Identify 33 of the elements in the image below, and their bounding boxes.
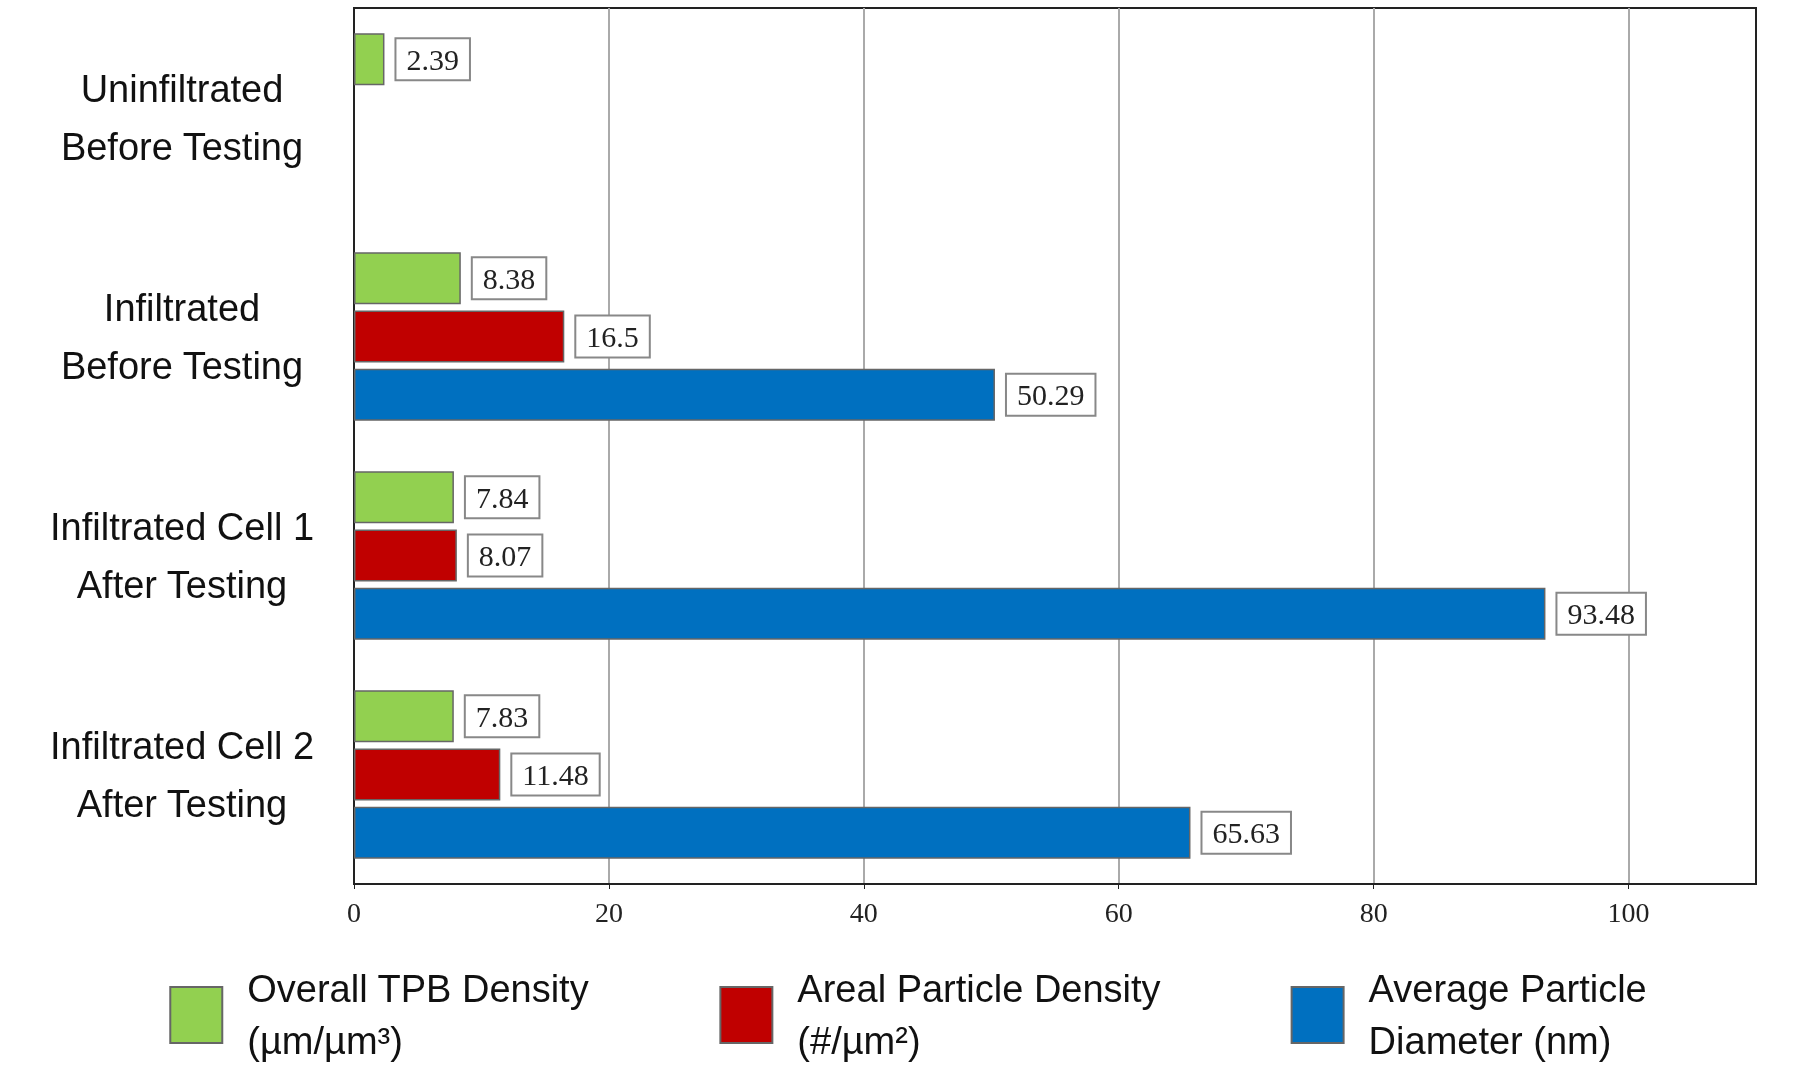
bar <box>354 690 454 743</box>
x-tick-label: 40 <box>849 896 878 928</box>
legend-label: Areal Particle Density (#/µm²) <box>797 968 1161 1062</box>
data-label: 7.83 <box>475 699 529 733</box>
bar <box>354 587 1546 640</box>
data-label: 16.5 <box>586 320 639 353</box>
data-label: 8.07 <box>478 539 532 572</box>
y-tick-label: Infiltrated Before Testing <box>60 286 304 387</box>
data-label: 2.39 <box>406 42 459 76</box>
bar <box>354 471 454 524</box>
bar <box>354 33 385 86</box>
data-label: 50.29 <box>1016 378 1085 412</box>
data-label: 11.48 <box>522 758 589 791</box>
bar <box>354 529 457 582</box>
bar <box>354 310 565 363</box>
legend-label: Average Particle Diameter (nm) <box>1368 968 1647 1062</box>
y-tick-label: Infiltrated Cell 2 After Testing <box>49 724 315 825</box>
bar <box>354 748 501 801</box>
x-tick-label: 60 <box>1104 896 1133 928</box>
bar <box>354 806 1191 859</box>
bar <box>354 252 461 305</box>
bar <box>354 368 995 421</box>
x-tick-label: 100 <box>1607 896 1650 928</box>
y-tick-label: Uninfiltrated Before Testing <box>60 67 304 168</box>
data-label: 65.63 <box>1212 816 1280 850</box>
x-tick-label: 20 <box>594 896 623 928</box>
legend-label: Overall TPB Density (µm/µm³) <box>247 968 589 1062</box>
x-tick-label: 0 <box>347 896 361 928</box>
y-tick-label: Infiltrated Cell 1 After Testing <box>49 505 315 606</box>
x-tick-label: 80 <box>1359 896 1388 928</box>
data-label: 8.38 <box>482 261 536 295</box>
data-label: 93.48 <box>1567 597 1635 631</box>
data-label: 7.84 <box>475 480 529 514</box>
